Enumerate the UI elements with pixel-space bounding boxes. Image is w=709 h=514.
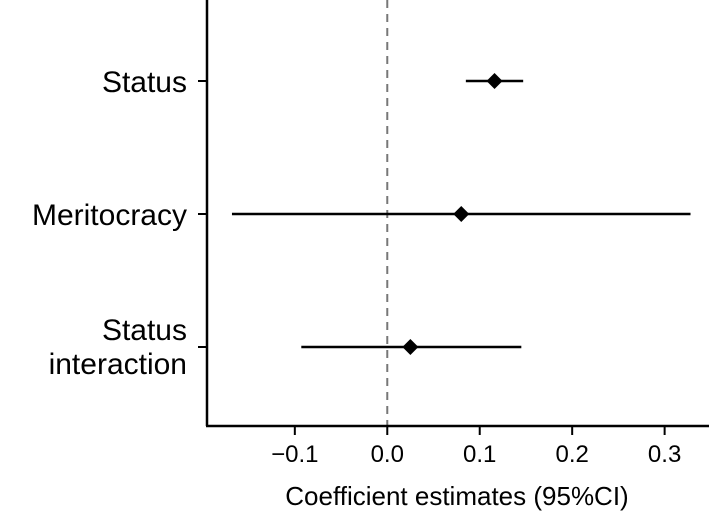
estimate-marker	[486, 73, 503, 89]
category-label-line: Status	[102, 66, 187, 99]
plot-area	[231, 0, 691, 426]
x-tick-label: 0.0	[371, 441, 404, 468]
estimate-marker	[402, 339, 419, 355]
category-label: Meritocracy	[32, 199, 187, 232]
category-label-line: interaction	[49, 348, 187, 381]
x-tick-label: 0.3	[648, 441, 681, 468]
category-label-line: Meritocracy	[32, 199, 187, 232]
category-label: Status interaction	[49, 314, 187, 381]
x-tick-label: 0.1	[463, 441, 496, 468]
x-axis-ticks: −0.1 0.0 0.1 0.2 0.3	[271, 426, 681, 468]
x-tick-label: −0.1	[271, 441, 318, 468]
category-label-line: Status	[102, 314, 187, 347]
x-axis-title: Coefficient estimates (95%CI)	[285, 481, 628, 511]
category-label: Status	[102, 66, 187, 99]
estimate-marker	[453, 206, 470, 222]
x-tick-label: 0.2	[555, 441, 588, 468]
